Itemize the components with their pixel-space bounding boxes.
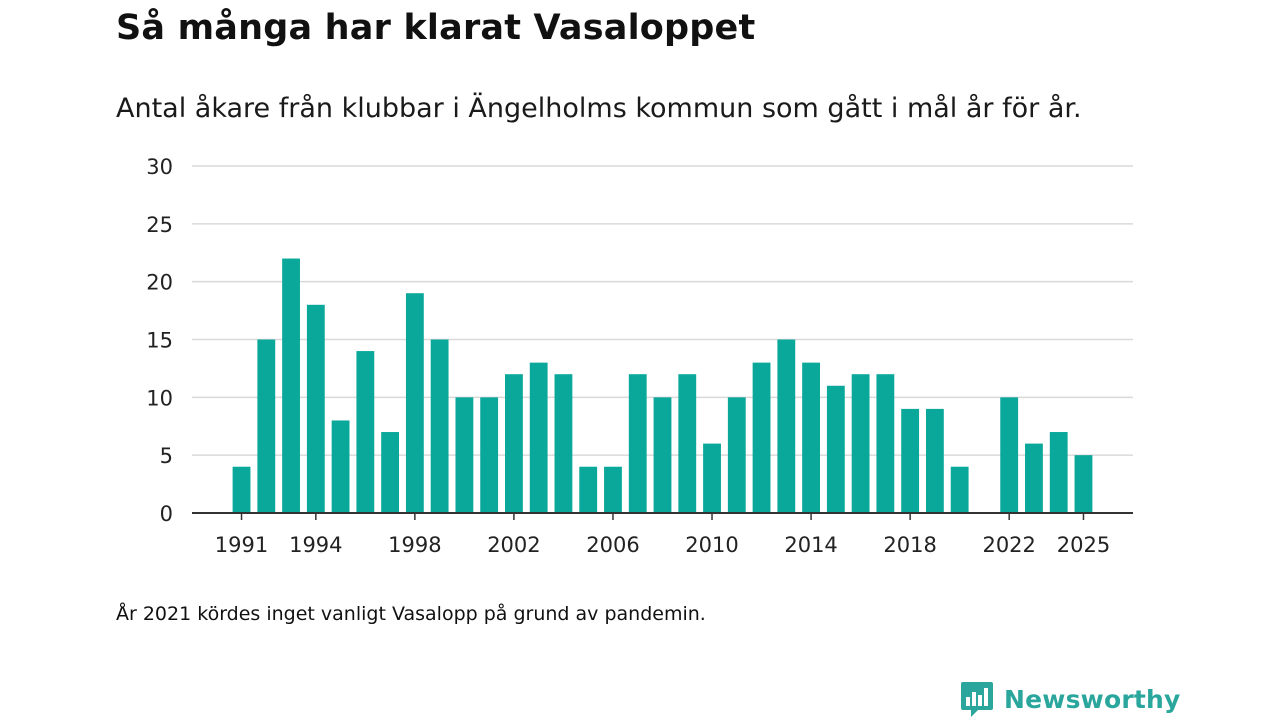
x-tick-label: 2002 (487, 533, 540, 557)
brand-logo: Newsworthy (960, 680, 1181, 718)
x-tick-label: 1994 (289, 533, 342, 557)
y-tick-label: 0 (160, 502, 173, 526)
bar (455, 397, 474, 513)
y-tick-label: 10 (146, 386, 173, 410)
bar (356, 351, 375, 513)
bar (331, 420, 350, 513)
chart-subtitle: Antal åkare från klubbar i Ängelholms ko… (116, 93, 1082, 124)
bar (430, 339, 449, 513)
y-tick-label: 25 (146, 213, 173, 237)
x-tick-label: 2018 (883, 533, 936, 557)
newsworthy-logo-icon (961, 682, 993, 717)
bar (381, 432, 400, 513)
bar (851, 374, 870, 513)
bar (1000, 397, 1019, 513)
bar (604, 466, 622, 513)
x-tick-label: 1991 (215, 533, 268, 557)
bar (579, 466, 598, 513)
bar (405, 293, 424, 513)
bar (232, 466, 251, 513)
bar (925, 408, 944, 513)
bar (703, 443, 721, 513)
bar (505, 374, 523, 513)
bar (529, 362, 548, 513)
bar (1049, 432, 1068, 513)
bar (802, 362, 820, 513)
bar (901, 408, 920, 513)
bar (653, 397, 672, 513)
bar (950, 466, 969, 513)
bar (752, 362, 771, 513)
x-tick-label: 1998 (388, 533, 441, 557)
bar (1025, 443, 1043, 513)
x-tick-label: 2025 (1057, 533, 1110, 557)
bar (628, 374, 647, 513)
bar (480, 397, 499, 513)
x-tick-label: 2006 (586, 533, 639, 557)
x-tick-label: 2010 (685, 533, 738, 557)
brand-name: Newsworthy (1004, 684, 1181, 714)
bar (282, 258, 300, 513)
x-tick-label: 2022 (982, 533, 1035, 557)
bar (1074, 455, 1093, 513)
bar (306, 304, 325, 513)
footnote: År 2021 kördes inget vanligt Vasalopp på… (116, 603, 706, 625)
bar (777, 339, 796, 513)
chart-title: Så många har klarat Vasaloppet (116, 8, 756, 48)
bar (257, 339, 276, 513)
y-tick-label: 20 (146, 271, 173, 295)
y-tick-label: 30 (146, 155, 173, 179)
bar (727, 397, 746, 513)
bar (678, 374, 697, 513)
bar (826, 385, 845, 513)
bar (876, 374, 895, 513)
y-tick-label: 5 (160, 444, 173, 468)
bar (554, 374, 573, 513)
y-tick-label: 15 (146, 329, 173, 353)
x-tick-label: 2014 (784, 533, 837, 557)
